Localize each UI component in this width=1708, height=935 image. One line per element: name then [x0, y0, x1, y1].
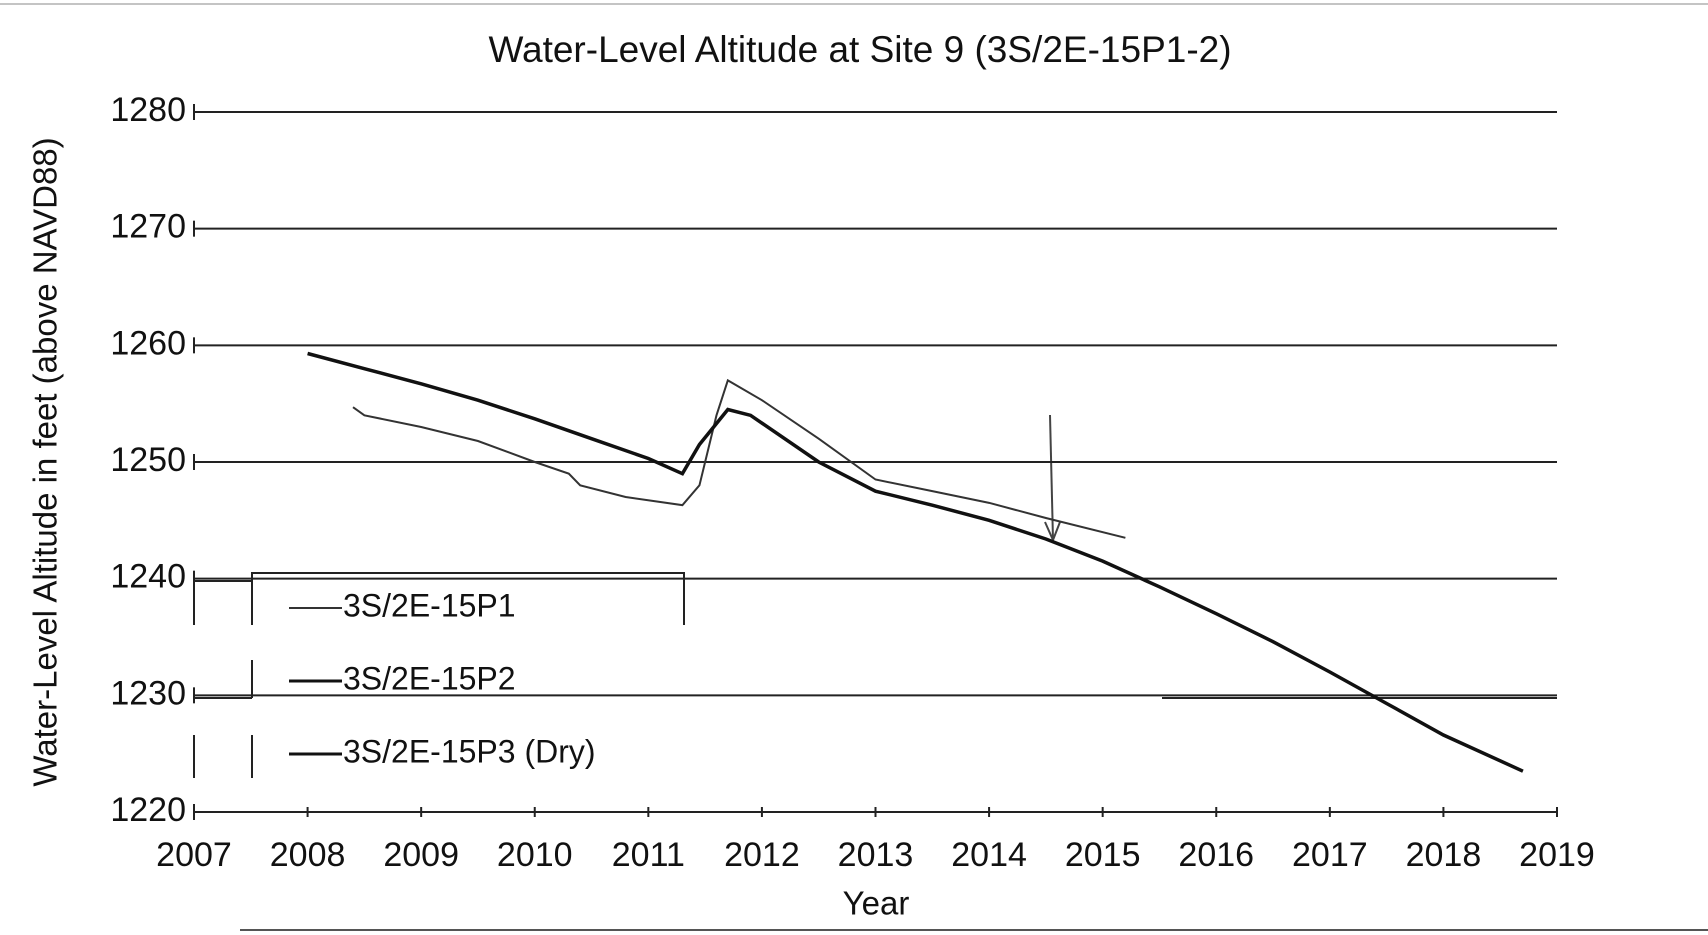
x-tick-label: 2009	[383, 836, 459, 874]
legend-label: 3S/2E-15P1	[343, 587, 516, 623]
y-tick-label: 1230	[110, 674, 186, 712]
y-tick-label: 1240	[110, 558, 186, 596]
y-axis-label: Water-Level Altitude in feet (above NAVD…	[27, 137, 64, 786]
y-tick-label: 1270	[110, 208, 186, 246]
legend-label: 3S/2E-15P3 (Dry)	[343, 733, 596, 769]
legend-frame	[193, 572, 1557, 778]
x-tick-label: 2008	[270, 836, 346, 874]
x-tick-label: 2007	[156, 836, 232, 874]
chart-title: Water-Level Altitude at Site 9 (3S/2E-15…	[488, 29, 1231, 70]
x-tick-label: 2019	[1519, 836, 1595, 874]
y-tick-label: 1250	[110, 441, 186, 479]
x-tick-label: 2014	[951, 836, 1027, 874]
x-tick-label: 2017	[1292, 836, 1368, 874]
data-line	[352, 378, 1126, 539]
x-tick-label: 2015	[1065, 836, 1141, 874]
x-axis-label: Year	[843, 885, 910, 922]
x-tick-label: 2013	[838, 836, 914, 874]
x-tick-label: 2018	[1406, 836, 1482, 874]
x-tick-label: 2016	[1178, 836, 1254, 874]
y-tick-label: 1260	[110, 324, 186, 362]
y-tick-label: 1220	[110, 791, 186, 829]
x-tick-label: 2012	[724, 836, 800, 874]
x-tick-label: 2010	[497, 836, 573, 874]
x-tick-label: 2011	[612, 836, 685, 874]
data-line	[307, 351, 1524, 773]
y-tick-label: 1280	[110, 91, 186, 129]
legend-label: 3S/2E-15P2	[343, 660, 516, 696]
